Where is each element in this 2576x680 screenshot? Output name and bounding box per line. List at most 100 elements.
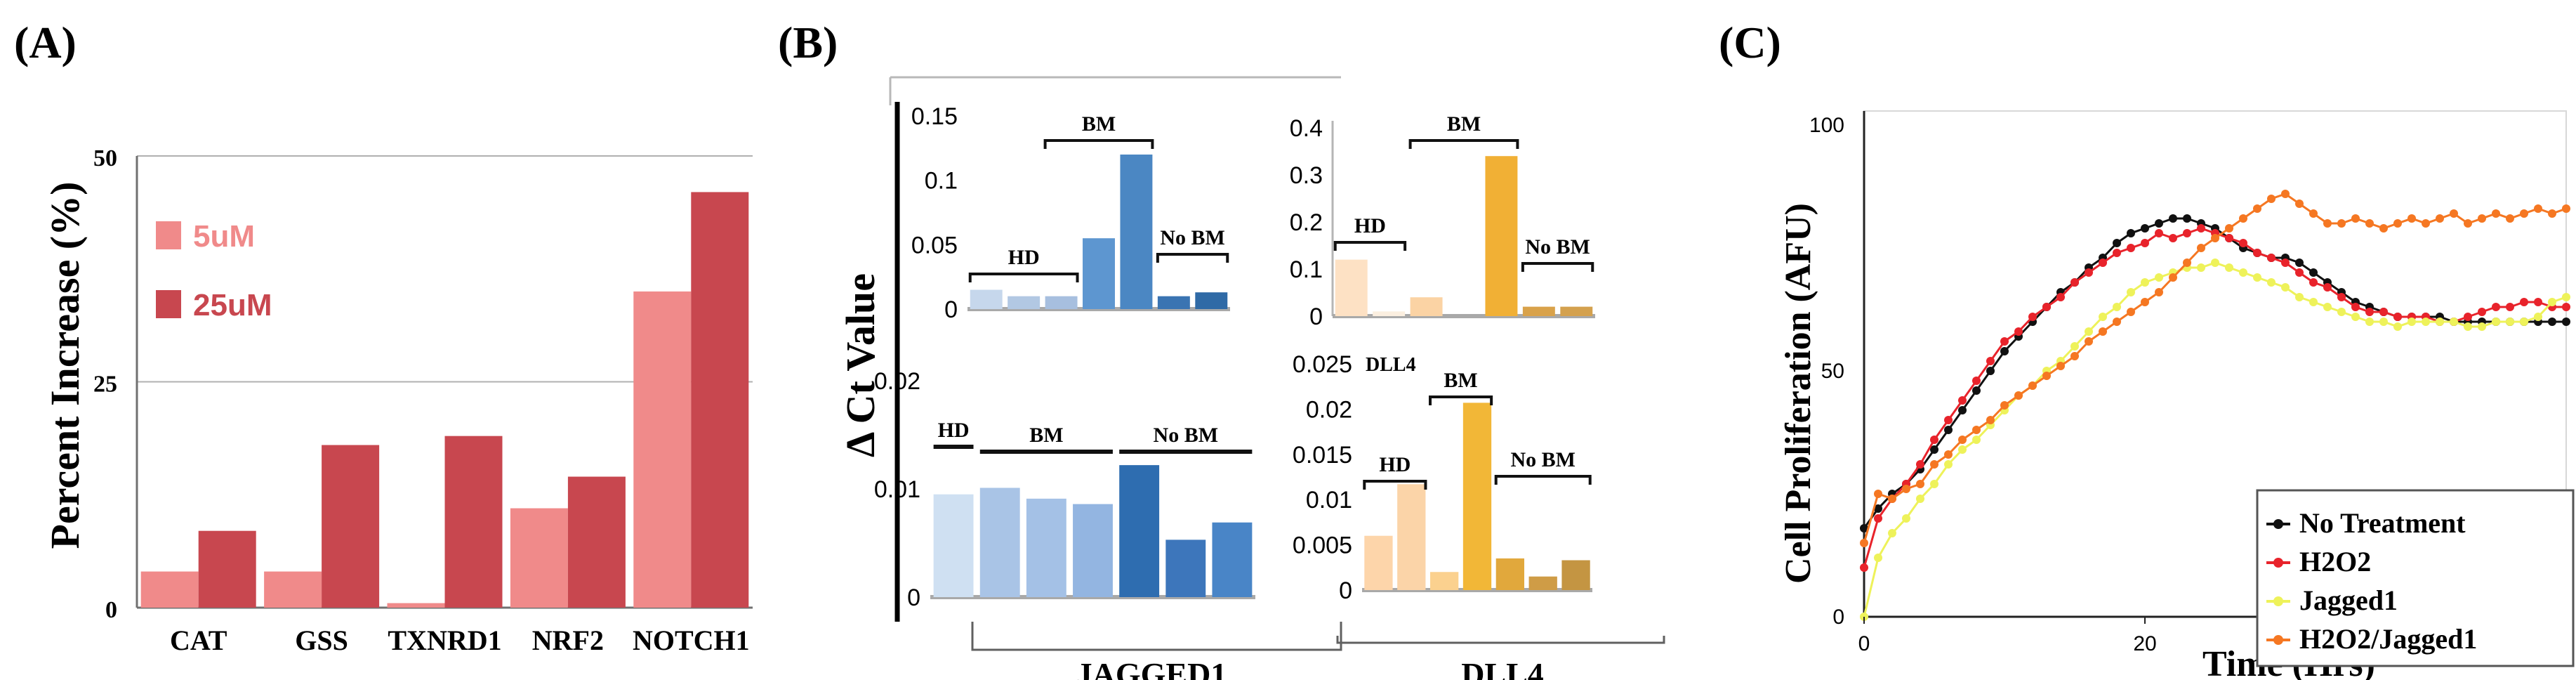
data-point bbox=[2267, 278, 2276, 287]
data-point bbox=[1874, 504, 1882, 513]
x-tick-label: GSS bbox=[295, 625, 348, 656]
data-point bbox=[2309, 278, 2318, 287]
data-point bbox=[2309, 268, 2318, 277]
group-bracket bbox=[1494, 475, 1592, 485]
bar bbox=[1195, 292, 1228, 309]
data-point bbox=[2309, 209, 2318, 218]
panel-a-ylabel: Percent Increase (%) bbox=[42, 182, 88, 549]
bar bbox=[1373, 311, 1406, 316]
data-point bbox=[2127, 288, 2135, 296]
data-point bbox=[2056, 293, 2065, 301]
data-point bbox=[2422, 318, 2430, 326]
bar bbox=[1397, 484, 1426, 590]
panel-b-jagged1-xlabel: JAGGED1 bbox=[1076, 656, 1227, 680]
data-point bbox=[2169, 273, 2177, 282]
data-point bbox=[2028, 313, 2037, 321]
data-point bbox=[2337, 219, 2346, 228]
data-point bbox=[2562, 318, 2570, 326]
bar bbox=[1119, 465, 1160, 597]
data-point bbox=[2309, 298, 2318, 306]
group-label: No BM bbox=[1525, 235, 1590, 259]
y-tick-label: 25 bbox=[93, 372, 117, 398]
panel-b-ylabel: Δ Ct Value bbox=[838, 273, 883, 457]
data-point bbox=[1916, 460, 1924, 469]
data-point bbox=[2099, 313, 2107, 321]
group-bracket bbox=[1156, 253, 1229, 263]
bar bbox=[979, 488, 1020, 597]
group-label: HD bbox=[938, 419, 970, 442]
bar bbox=[1522, 306, 1555, 316]
data-point bbox=[2478, 322, 2486, 331]
y-tick-label: 50 bbox=[93, 145, 117, 171]
data-point bbox=[2337, 293, 2346, 301]
data-point bbox=[2085, 327, 2093, 336]
bar bbox=[1165, 540, 1206, 597]
data-point bbox=[2042, 372, 2051, 380]
group-bracket bbox=[1043, 139, 1154, 149]
data-point bbox=[2506, 214, 2514, 223]
y-tick-label: 0 bbox=[1309, 303, 1323, 330]
group-label: No BM bbox=[1154, 424, 1219, 447]
data-point bbox=[2155, 288, 2163, 296]
data-point bbox=[2155, 229, 2163, 237]
data-point bbox=[2056, 362, 2065, 370]
panel-c-ylabel: Cell Proliferation (AFU) bbox=[1778, 203, 1818, 584]
data-point bbox=[2127, 308, 2135, 316]
bar bbox=[1212, 522, 1253, 597]
panel-c-legend: No Treatment H2O2 Jagged1 H2O2/Jagged1 bbox=[2256, 489, 2575, 667]
x-tick-label: TXNRD1 bbox=[388, 625, 501, 656]
group-bracket bbox=[1363, 480, 1427, 490]
data-point bbox=[2211, 234, 2219, 242]
data-point bbox=[2506, 318, 2514, 326]
y-tick-label: 0.02 bbox=[874, 368, 920, 395]
bar bbox=[691, 192, 749, 608]
data-point bbox=[2169, 234, 2177, 242]
data-point bbox=[2534, 298, 2542, 306]
bar bbox=[1495, 558, 1525, 590]
bar bbox=[1335, 259, 1368, 316]
data-point bbox=[2239, 214, 2247, 223]
panel-b-label: (B) bbox=[778, 18, 838, 67]
data-point bbox=[2365, 219, 2374, 228]
data-point bbox=[2070, 352, 2079, 360]
y-tick-label: 0.2 bbox=[1290, 209, 1323, 236]
data-point bbox=[2267, 254, 2276, 262]
data-point bbox=[2141, 224, 2149, 233]
data-point bbox=[2183, 229, 2191, 237]
panel-a: (A) 0 25 50 CAT GSS TXNRD1 NRF2 NOTCH1 Percent… bbox=[14, 18, 753, 656]
group-label: HD bbox=[1354, 214, 1386, 237]
data-point bbox=[1930, 460, 1938, 469]
data-point bbox=[2548, 209, 2556, 218]
data-point bbox=[2436, 318, 2444, 326]
x-tick-label: 0 bbox=[1858, 632, 1870, 655]
data-point bbox=[2365, 308, 2374, 316]
data-point bbox=[2281, 259, 2290, 267]
data-point bbox=[1916, 495, 1924, 503]
panel-b-dll4-xlabel: DLL4 bbox=[1461, 656, 1544, 680]
panel-c-lines bbox=[1860, 190, 2570, 621]
data-point bbox=[2407, 214, 2416, 223]
group-bracket bbox=[1521, 262, 1594, 272]
y-tick-label: 0.025 bbox=[1293, 351, 1352, 378]
bar bbox=[970, 289, 1003, 309]
data-point bbox=[2450, 209, 2458, 218]
data-point bbox=[2085, 337, 2093, 346]
data-point bbox=[2379, 308, 2388, 316]
data-point bbox=[2520, 209, 2528, 218]
bar bbox=[198, 530, 256, 608]
y-tick-label: 100 bbox=[1809, 114, 1844, 137]
bar bbox=[510, 508, 568, 608]
data-point bbox=[2183, 214, 2191, 223]
legend-label: No Treatment bbox=[2299, 507, 2466, 539]
bar bbox=[567, 476, 626, 608]
legend-marker bbox=[2273, 519, 2283, 529]
data-point bbox=[2562, 293, 2570, 301]
data-point bbox=[1944, 460, 1953, 469]
bar bbox=[264, 571, 322, 608]
data-point bbox=[1972, 377, 1981, 385]
y-tick-label: 0.3 bbox=[1290, 162, 1323, 189]
data-point bbox=[2295, 259, 2304, 267]
legend-label: 5uM bbox=[193, 219, 255, 254]
data-point bbox=[2225, 224, 2233, 233]
y-tick-label: 0.015 bbox=[1293, 442, 1352, 469]
